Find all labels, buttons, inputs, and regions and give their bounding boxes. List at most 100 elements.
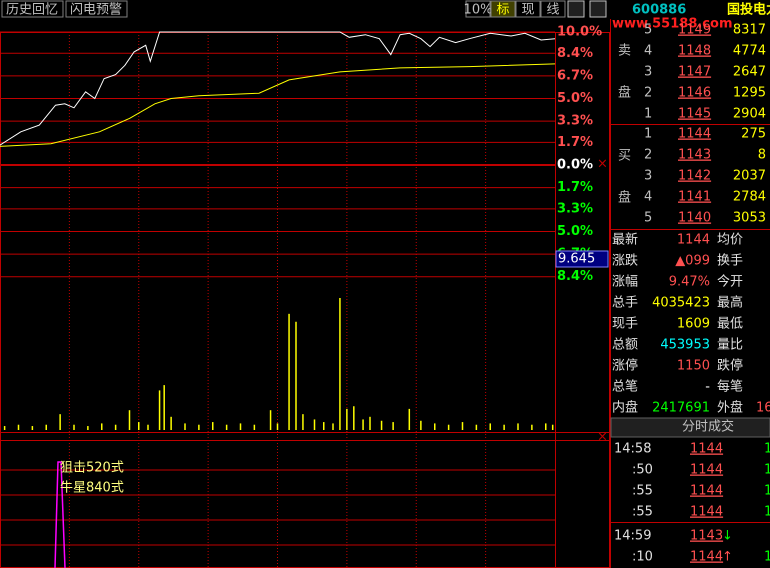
mode-button[interactable] [490, 0, 516, 18]
y-tick-label: 5.0% [557, 91, 593, 106]
stat-label: 涨跌 [612, 253, 638, 269]
stat-label: 现手 [612, 317, 638, 332]
tick-time: :50 [632, 463, 653, 478]
stat-label: 量比 [717, 338, 743, 353]
side-label: 盘 [618, 85, 631, 101]
toolbar-button[interactable] [65, 0, 128, 18]
stat-value: 4035423 [652, 296, 710, 311]
stat-value: 1150 [677, 359, 710, 374]
close-mark: × [597, 157, 608, 172]
stock-code: 600886 [632, 3, 686, 18]
side-label: 买 [618, 149, 631, 164]
stat-value: 1144 [677, 233, 710, 248]
tick-time: :55 [632, 505, 653, 520]
tick-volume: 1 [764, 550, 770, 565]
tick-time: 14:59 [614, 529, 651, 544]
volume: 2647 [733, 65, 766, 80]
tick-header [610, 417, 770, 438]
stat-label: 涨幅 [612, 275, 638, 290]
y-tick-label: 10.0% [557, 25, 602, 40]
y-tick-label: 1.7% [557, 135, 593, 150]
level: 1 [644, 127, 652, 142]
stat-value: 453953 [660, 338, 710, 353]
volume: 8317 [733, 23, 766, 38]
tick-price: 1144 [690, 442, 723, 457]
price: 1141 [678, 190, 711, 205]
cursor-label: 9.645 [558, 252, 595, 267]
toolbar-button-label[interactable]: 历史回忆 [6, 2, 58, 18]
volume: 8 [758, 148, 766, 163]
tick-time: :55 [632, 484, 653, 499]
tick-price: 1144 [690, 463, 723, 478]
tick-time: 14:58 [614, 442, 651, 457]
indicator-line [54, 461, 66, 568]
price: 1147 [678, 65, 711, 80]
icon-button[interactable] [589, 0, 607, 18]
y-tick-label: 3.3% [557, 201, 593, 216]
mode-button[interactable] [515, 0, 541, 18]
price: 1142 [678, 169, 711, 184]
tick-title: 分时成交 [682, 419, 734, 435]
stat-label: 跌停 [717, 358, 743, 374]
level: 5 [644, 211, 652, 226]
level: 2 [644, 148, 652, 163]
stat-label: 总额 [612, 338, 638, 353]
stat-label: 总手 [612, 296, 638, 311]
stat-label: 每笔 [717, 379, 743, 395]
tick-arrow: ↓ [722, 529, 733, 544]
stat-value: 9.47% [669, 275, 710, 290]
stat-label: 最低 [717, 317, 743, 332]
mode-button-label[interactable]: 线 [546, 3, 559, 18]
volume: 2904 [733, 107, 766, 122]
side-label: 盘 [618, 190, 631, 206]
stat-value: 2417691 [652, 401, 710, 416]
y-tick-label: 3.3% [557, 114, 593, 129]
indicator-label: 牛星840式 [60, 481, 124, 496]
tick-volume: 1 [764, 505, 770, 520]
icon-button[interactable] [567, 0, 585, 18]
stat-label: 最高 [717, 295, 743, 311]
level: 4 [644, 44, 652, 59]
level: 1 [644, 107, 652, 122]
stat-label: 换手 [717, 254, 743, 269]
tick-price: 1143 [690, 529, 723, 544]
mode-button[interactable] [540, 0, 566, 18]
y-tick-label: 8.4% [557, 46, 593, 61]
mode-button[interactable] [465, 0, 491, 18]
toolbar-button[interactable] [1, 0, 64, 18]
stat-label: 外盘 [717, 400, 743, 416]
mode-button-label[interactable]: 10% [464, 3, 493, 18]
volume: 2784 [733, 190, 766, 205]
level: 5 [644, 23, 652, 38]
y-tick-label: 0.0% [557, 158, 593, 173]
price: 1143 [678, 148, 711, 163]
stat-value: - [705, 380, 710, 395]
stat-label: 总笔 [612, 379, 638, 395]
price: 1144 [678, 127, 711, 142]
volume: 275 [741, 127, 766, 142]
watermark: www.55188.com [612, 17, 733, 32]
price-line [0, 31, 556, 146]
price: 1140 [678, 211, 711, 226]
stat-label: 涨停 [612, 358, 638, 374]
toolbar-button-label[interactable]: 闪电预警 [70, 2, 122, 18]
tick-volume: 1 [764, 484, 770, 499]
tick-arrow: ↑ [722, 550, 733, 565]
price: 1146 [678, 86, 711, 101]
volume: 4774 [733, 44, 766, 59]
side-label: 卖 [618, 44, 631, 59]
price: 1148 [678, 44, 711, 59]
cursor-label-box [555, 250, 609, 268]
level: 3 [644, 169, 652, 184]
mode-button-label[interactable]: 标 [496, 3, 509, 18]
tick-price: 1144 [690, 505, 723, 520]
stock-name: 国投电力 [727, 2, 770, 18]
y-tick-label: 6.7% [557, 68, 593, 83]
indicator-label: 狙击520式 [60, 461, 124, 476]
volume: 2037 [733, 169, 766, 184]
mode-button-label[interactable]: 现 [521, 3, 534, 18]
stat-value: 16 [756, 401, 770, 416]
